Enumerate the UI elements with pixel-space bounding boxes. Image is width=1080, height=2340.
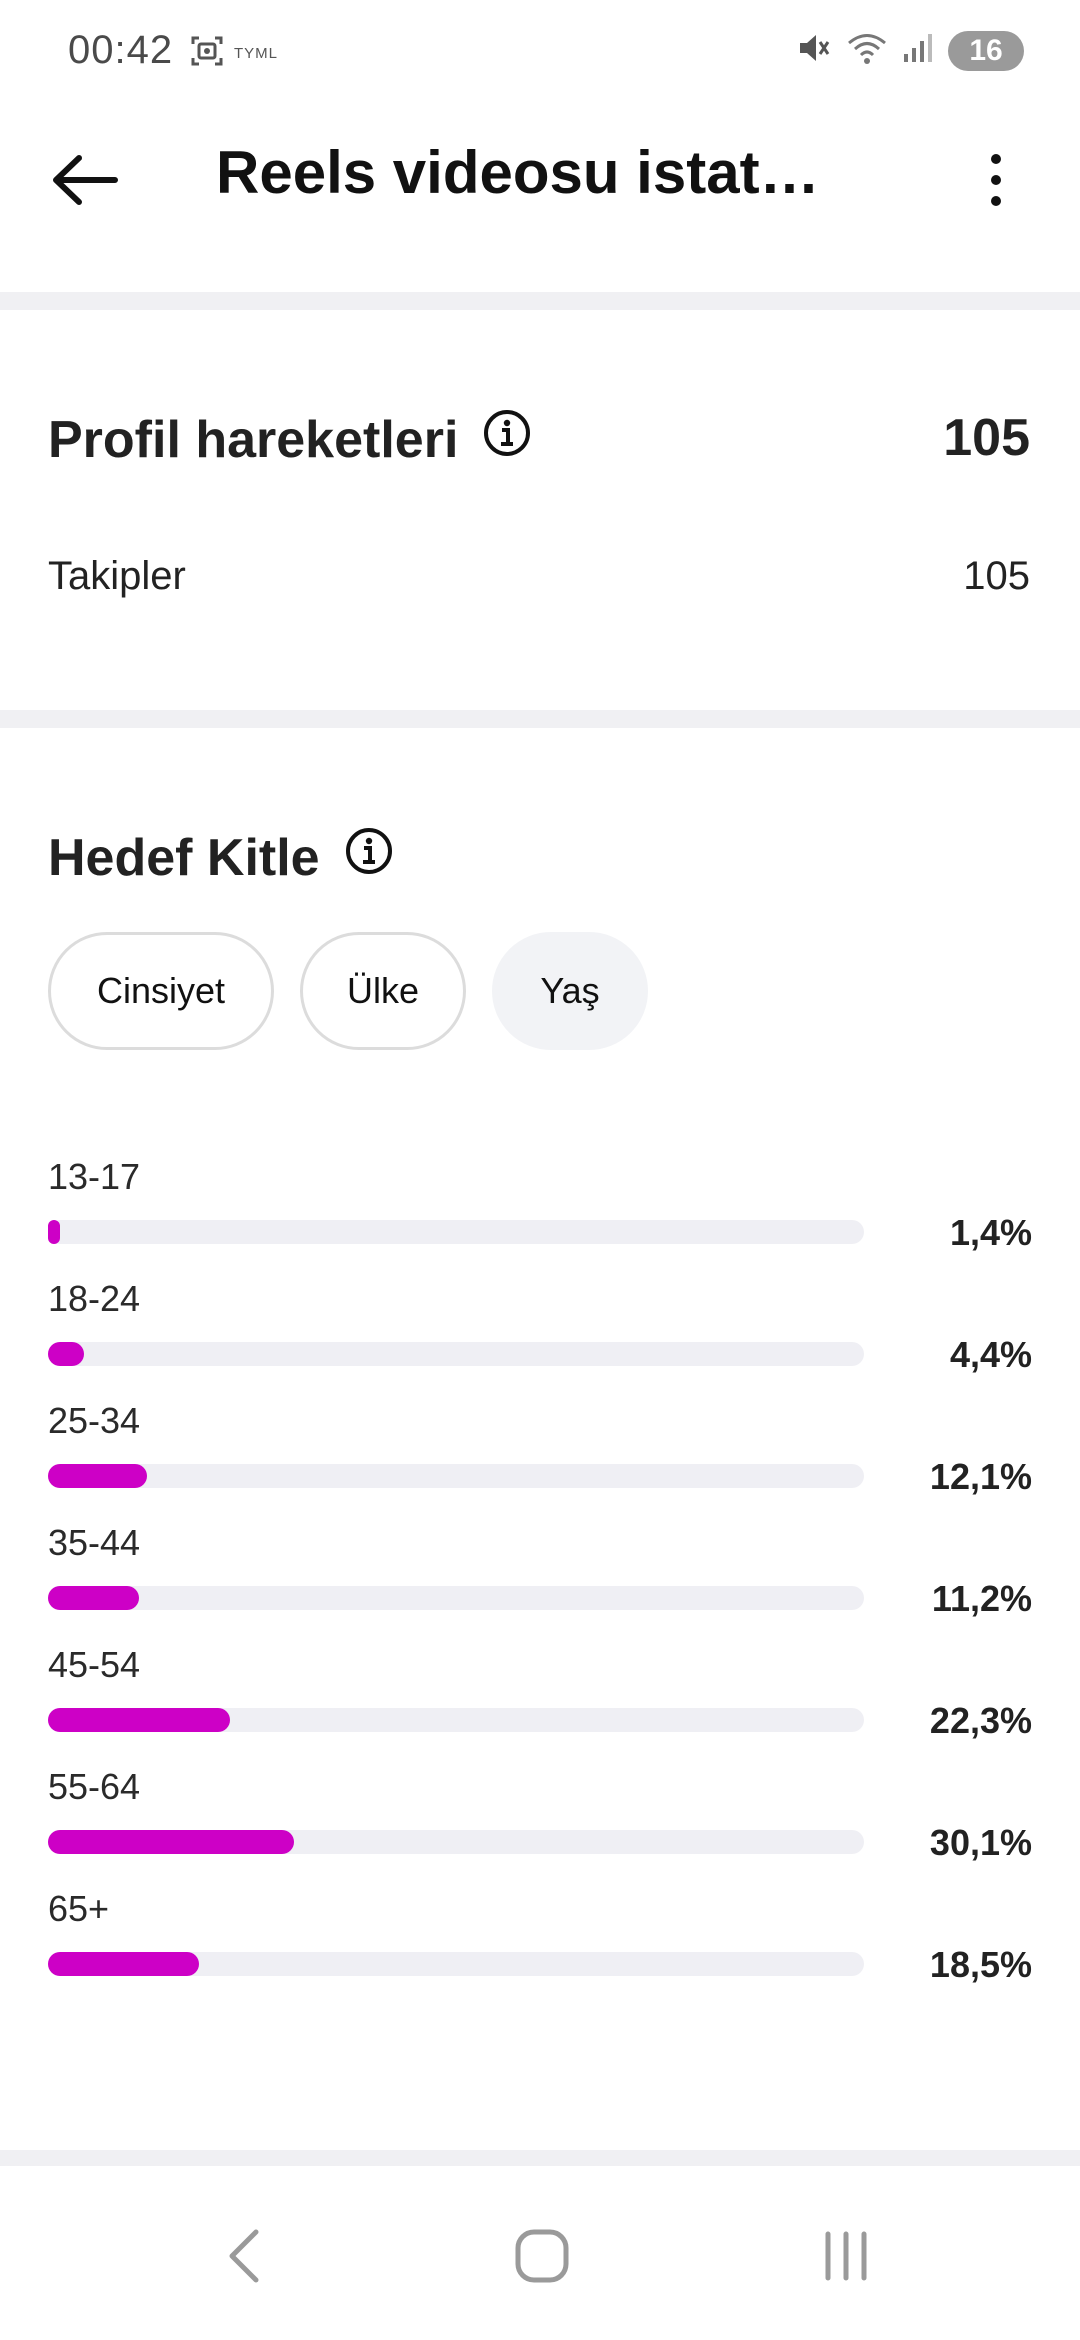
screenshot-icon <box>190 34 224 73</box>
age-row: 25-34 12,1% <box>48 1400 1032 1522</box>
age-row: 13-17 1,4% <box>48 1156 1032 1278</box>
age-row: 35-44 11,2% <box>48 1522 1032 1644</box>
age-bar-track <box>48 1464 864 1488</box>
profile-actions-title: Profil hareketleri <box>48 408 532 471</box>
age-bar-track <box>48 1586 864 1610</box>
nav-back-icon <box>229 2229 259 2283</box>
age-bar <box>48 1220 60 1244</box>
profile-actions-total: 105 <box>943 409 1030 467</box>
status-time: 00:42 <box>68 28 174 72</box>
age-bar <box>48 1464 147 1488</box>
status-bar: 00:42 TYML <box>0 0 1080 110</box>
info-icon[interactable] <box>482 408 532 471</box>
age-label: 45-54 <box>48 1644 141 1685</box>
nav-recents-icon <box>825 2231 867 2281</box>
age-bar-track <box>48 1220 864 1244</box>
age-percent: 4,4% <box>949 1334 1032 1375</box>
age-percent: 11,2% <box>931 1578 1032 1619</box>
age-row: 55-64 30,1% <box>48 1766 1032 1888</box>
audience-label: Hedef Kitle <box>48 828 320 887</box>
info-icon[interactable] <box>344 826 394 889</box>
more-options-button[interactable] <box>956 140 1036 220</box>
tab-country[interactable]: Ülke <box>300 932 466 1050</box>
arrow-left-icon <box>53 155 118 205</box>
age-percent: 30,1% <box>929 1822 1032 1863</box>
mute-icon <box>796 30 832 71</box>
age-bar <box>48 1708 230 1732</box>
age-bar <box>48 1586 139 1610</box>
bottom-divider <box>0 2150 1080 2166</box>
nav-home-button[interactable] <box>492 2206 592 2306</box>
more-vertical-icon <box>991 154 1001 206</box>
age-percent: 1,4% <box>949 1212 1032 1253</box>
age-bar <box>48 1952 199 1976</box>
tab-age[interactable]: Yaş <box>492 932 648 1050</box>
profile-actions-label: Profil hareketleri <box>48 410 459 469</box>
app-header: Reels videosu istat… <box>0 110 1080 290</box>
status-left-icons: TYML <box>190 34 278 73</box>
age-label: 65+ <box>48 1888 110 1929</box>
age-percent: 18,5% <box>929 1944 1032 1985</box>
age-percent: 22,3% <box>929 1700 1032 1741</box>
nav-recents-button[interactable] <box>796 2206 896 2306</box>
wifi-icon <box>846 30 888 71</box>
back-button[interactable] <box>44 140 124 220</box>
age-row: 65+ 18,5% <box>48 1888 1032 2010</box>
age-label: 35-44 <box>48 1522 141 1563</box>
status-right-icons: 16 <box>796 30 1024 71</box>
system-nav-bar <box>0 2166 1080 2340</box>
age-bar-track <box>48 1708 864 1732</box>
age-label: 25-34 <box>48 1400 141 1441</box>
audience-title: Hedef Kitle <box>48 826 394 889</box>
page-title: Reels videosu istat… <box>216 139 820 206</box>
age-row: 18-24 4,4% <box>48 1278 1032 1400</box>
nav-back-button[interactable] <box>194 2206 294 2306</box>
audience-tabs: Cinsiyet Ülke Yaş <box>48 932 648 1050</box>
age-bar-track <box>48 1342 864 1366</box>
signal-icon <box>902 32 934 69</box>
age-label: 13-17 <box>48 1156 141 1197</box>
age-label: 18-24 <box>48 1278 141 1319</box>
follows-label: Takipler <box>48 554 186 598</box>
section-divider <box>0 710 1080 728</box>
nav-home-icon <box>515 2229 569 2283</box>
follows-value: 105 <box>963 554 1030 598</box>
battery-icon: 16 <box>948 30 1024 71</box>
age-bar-track <box>48 1830 864 1854</box>
age-bar <box>48 1342 84 1366</box>
section-divider <box>0 292 1080 310</box>
tab-gender[interactable]: Cinsiyet <box>48 932 274 1050</box>
age-bar-track <box>48 1952 864 1976</box>
age-label: 55-64 <box>48 1766 141 1807</box>
age-percent: 12,1% <box>929 1456 1032 1497</box>
age-bar <box>48 1830 294 1854</box>
age-row: 45-54 22,3% <box>48 1644 1032 1766</box>
carrier-tag: TYML <box>234 45 279 62</box>
